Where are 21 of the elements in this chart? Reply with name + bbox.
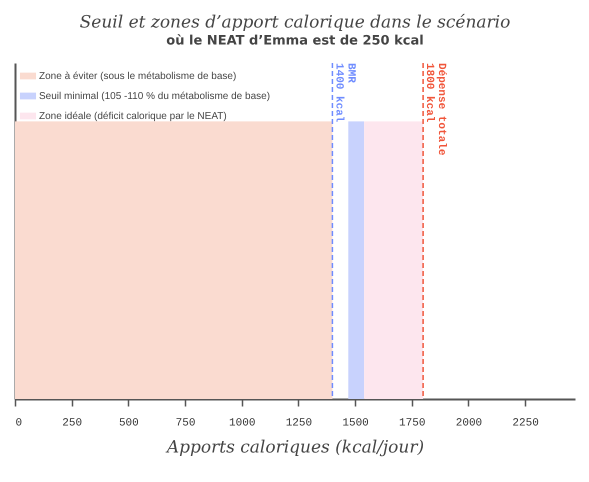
x-axis-title: Apports caloriques (kcal/jour)	[164, 438, 424, 458]
legend-label: Zone à éviter (sous le métabolisme de base)	[39, 71, 236, 82]
bar	[15, 121, 332, 399]
legend-label: Seuil minimal (105 -110 % du métabolisme de base)	[39, 91, 270, 102]
x-tick-label: 1250	[286, 418, 312, 430]
x-tick-label: 500	[118, 418, 139, 430]
x-tick-label: 250	[62, 418, 82, 430]
x-tick-label: 750	[176, 418, 196, 430]
x-tick-label: 1750	[399, 418, 426, 430]
bar	[348, 121, 364, 399]
x-tick-label: 1000	[229, 418, 256, 430]
x-tick-label: 2250	[512, 418, 539, 430]
ref-line-label: Dépense totale 1800 kcal	[423, 63, 448, 156]
ref-line-label: BMR 1400 kcal	[332, 63, 356, 123]
x-tick-label: 1500	[342, 418, 369, 430]
text: où le NEAT d’Emma est de 250 kcal	[166, 33, 424, 48]
bar	[364, 121, 424, 399]
text: Seuil et zones d’apport calorique dans le scénario	[80, 12, 510, 32]
legend-label: Zone idéale (déficit calorique par le NEAT)	[39, 111, 227, 122]
x-tick-label: 2000	[456, 418, 482, 430]
x-tick-label: 0	[16, 418, 22, 430]
